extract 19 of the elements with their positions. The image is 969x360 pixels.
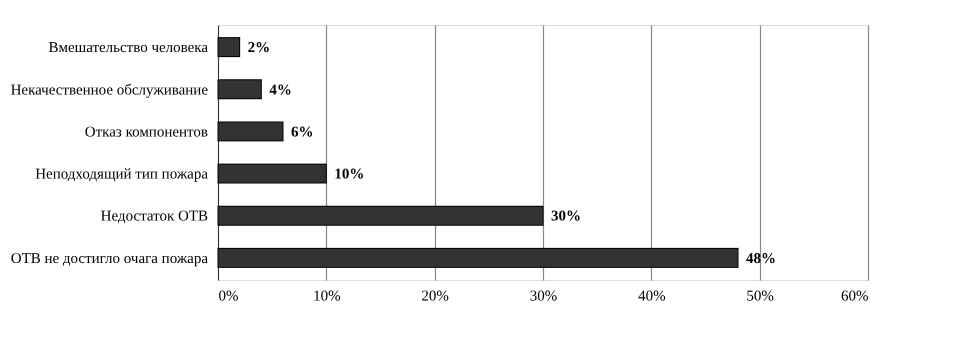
data-label: 48% [746, 250, 776, 267]
x-tick-label: 10% [313, 288, 341, 304]
data-label: 4% [269, 82, 292, 98]
x-tick-label: 40% [638, 288, 666, 304]
y-tick-label: ОТВ не достигло очага пожара [10, 250, 208, 267]
y-tick-label: Некачественное обслуживание [10, 82, 208, 98]
data-label: 30% [551, 208, 581, 225]
y-tick-label: Недостаток ОТВ [100, 208, 208, 225]
x-tick-label: 60% [841, 288, 868, 304]
data-label: 10% [334, 166, 364, 183]
y-tick-label: Вмешательство человека [48, 40, 208, 56]
x-tick-label: 50% [746, 288, 774, 304]
data-label: 2% [248, 40, 270, 56]
y-tick-label: Отказ компонентов [84, 124, 208, 140]
data-label: 6% [291, 124, 314, 140]
x-tick-label: 0% [218, 288, 238, 304]
x-tick-label: 30% [530, 288, 558, 304]
y-tick-label: Неподходящий тип пожара [35, 166, 208, 183]
x-tick-label: 20% [421, 288, 449, 304]
